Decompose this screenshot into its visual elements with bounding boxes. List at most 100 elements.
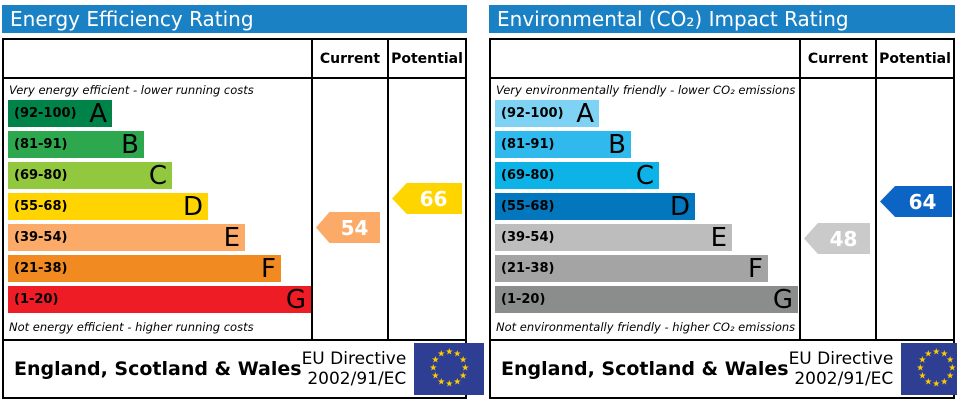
eu-star-icon: ★ xyxy=(924,349,933,360)
eu-star-icon: ★ xyxy=(437,377,446,388)
potential-rating-arrow: 64 xyxy=(880,186,952,217)
band-range-label: (21-38) xyxy=(501,261,555,276)
eu-directive-label: EU Directive 2002/91/EC xyxy=(302,349,415,390)
band-letter: G xyxy=(285,284,306,315)
eu-flag-icon: ★ ★ ★ ★ ★ ★ ★ ★ ★ ★ ★ ★ xyxy=(414,343,485,395)
rating-table: Current Potential Very environmentally f… xyxy=(489,38,955,341)
band-row-d: (55-68) D xyxy=(8,193,208,220)
panel-title: Environmental (CO₂) Impact Rating xyxy=(489,5,955,33)
band-row-a: (92-100) A xyxy=(495,100,599,127)
band-range-label: (39-54) xyxy=(14,230,68,245)
potential-column-header: Potential xyxy=(875,40,953,77)
eu-star-icon: ★ xyxy=(445,347,454,358)
eu-star-icon: ★ xyxy=(932,379,941,390)
panel-title: Energy Efficiency Rating xyxy=(2,5,467,33)
rating-table: Current Potential Very energy efficient … xyxy=(2,38,467,341)
top-caption: Very environmentally friendly - lower CO… xyxy=(496,83,796,97)
band-range-label: (55-68) xyxy=(14,199,68,214)
band-row-c: (69-80) C xyxy=(495,162,659,189)
current-column: 54 xyxy=(311,79,387,339)
band-range-label: (81-91) xyxy=(501,137,555,152)
energy-efficiency-panel: Energy Efficiency Rating Current Potenti… xyxy=(2,0,485,404)
band-range-label: (69-80) xyxy=(14,168,68,183)
region-label: England, Scotland & Wales xyxy=(14,358,302,380)
eu-star-icon: ★ xyxy=(946,355,955,366)
potential-column: 64 xyxy=(875,79,953,339)
band-range-label: (81-91) xyxy=(14,137,68,152)
bottom-caption: Not energy efficient - higher running co… xyxy=(9,320,254,334)
eu-star-icon: ★ xyxy=(429,363,438,374)
current-column-header: Current xyxy=(311,40,387,77)
eu-star-icon: ★ xyxy=(918,371,927,382)
band-letter: E xyxy=(710,222,727,253)
band-range-label: (39-54) xyxy=(501,230,555,245)
band-letter: B xyxy=(608,129,626,160)
eu-directive-line1: EU Directive xyxy=(788,348,894,369)
potential-rating-arrow: 66 xyxy=(392,183,462,214)
eu-star-icon: ★ xyxy=(918,355,927,366)
current-column: 48 xyxy=(799,79,875,339)
band-letter: F xyxy=(261,253,276,284)
eu-star-icon: ★ xyxy=(453,349,462,360)
table-header-row: Current Potential xyxy=(491,40,953,79)
header-spacer-cell xyxy=(4,40,311,77)
bands-column: Very energy efficient - lower running co… xyxy=(4,79,311,339)
eu-directive-line2: 2002/91/EC xyxy=(307,369,407,389)
band-letter: G xyxy=(772,284,793,315)
band-row-b: (81-91) B xyxy=(8,131,144,158)
band-row-f: (21-38) F xyxy=(495,255,768,282)
potential-column-header: Potential xyxy=(387,40,465,77)
eu-star-icon: ★ xyxy=(431,371,440,382)
region-label: England, Scotland & Wales xyxy=(501,358,789,380)
eu-directive-line1: EU Directive xyxy=(301,348,407,369)
band-row-e: (39-54) E xyxy=(8,224,245,251)
current-rating-arrow: 48 xyxy=(804,223,870,254)
eu-flag-icon: ★ ★ ★ ★ ★ ★ ★ ★ ★ ★ ★ ★ xyxy=(901,343,957,395)
current-column-header: Current xyxy=(799,40,875,77)
eu-star-icon: ★ xyxy=(445,379,454,390)
eu-star-icon: ★ xyxy=(940,377,949,388)
table-body: Very environmentally friendly - lower CO… xyxy=(491,79,953,339)
band-letter: B xyxy=(121,129,139,160)
header-spacer-cell xyxy=(491,40,799,77)
current-rating-arrow: 54 xyxy=(316,212,380,243)
eu-directive-label: EU Directive 2002/91/EC xyxy=(789,349,902,390)
eu-directive-line2: 2002/91/EC xyxy=(794,369,894,389)
band-letter: E xyxy=(223,222,240,253)
band-row-g: (1-20) G xyxy=(8,286,311,313)
environmental-impact-panel: Environmental (CO₂) Impact Rating Curren… xyxy=(489,0,957,404)
eu-star-icon: ★ xyxy=(946,371,955,382)
eu-star-icon: ★ xyxy=(924,377,933,388)
eu-star-icon: ★ xyxy=(431,355,440,366)
eu-star-icon: ★ xyxy=(459,355,468,366)
table-body: Very energy efficient - lower running co… xyxy=(4,79,465,339)
band-range-label: (55-68) xyxy=(501,199,555,214)
table-header-row: Current Potential xyxy=(4,40,465,79)
band-letter: C xyxy=(148,160,167,191)
bands-column: Very environmentally friendly - lower CO… xyxy=(491,79,799,339)
eu-star-icon: ★ xyxy=(916,363,925,374)
band-letter: F xyxy=(748,253,763,284)
eu-star-icon: ★ xyxy=(948,363,957,374)
band-letter: D xyxy=(182,191,203,222)
potential-column: 66 xyxy=(387,79,465,339)
band-row-b: (81-91) B xyxy=(495,131,631,158)
band-letter: D xyxy=(669,191,690,222)
band-row-d: (55-68) D xyxy=(495,193,695,220)
band-range-label: (1-20) xyxy=(14,292,59,307)
band-row-c: (69-80) C xyxy=(8,162,172,189)
band-range-label: (92-100) xyxy=(14,106,77,121)
band-range-label: (92-100) xyxy=(501,106,564,121)
band-letter: A xyxy=(576,98,594,129)
bottom-caption: Not environmentally friendly - higher CO… xyxy=(496,320,796,334)
band-row-e: (39-54) E xyxy=(495,224,732,251)
eu-star-icon: ★ xyxy=(932,347,941,358)
band-letter: A xyxy=(89,98,107,129)
band-range-label: (69-80) xyxy=(501,168,555,183)
eu-star-icon: ★ xyxy=(940,349,949,360)
eu-star-icon: ★ xyxy=(461,363,470,374)
band-letter: C xyxy=(635,160,654,191)
band-row-g: (1-20) G xyxy=(495,286,798,313)
panel-footer: England, Scotland & Wales EU Directive 2… xyxy=(489,341,957,399)
eu-star-icon: ★ xyxy=(437,349,446,360)
